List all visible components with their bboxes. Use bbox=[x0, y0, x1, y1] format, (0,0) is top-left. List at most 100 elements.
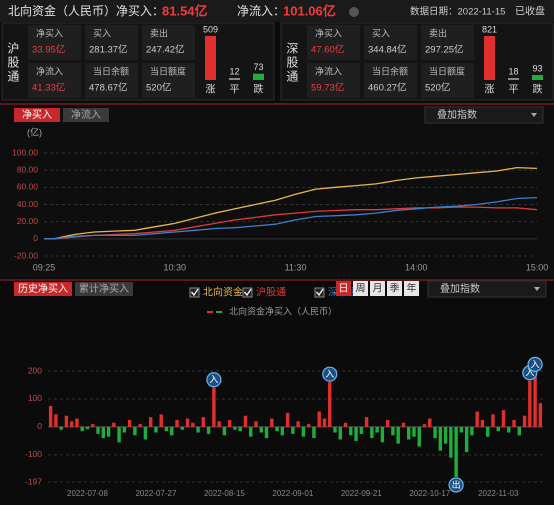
bar bbox=[91, 424, 95, 427]
overlay-label: 叠加指数 bbox=[440, 282, 480, 295]
bar bbox=[317, 411, 321, 427]
y-tick-label: -20.00 bbox=[14, 250, 38, 260]
bar bbox=[48, 405, 53, 427]
bar bbox=[59, 426, 63, 430]
annotation-label: 入 bbox=[525, 368, 534, 378]
tab-label: 净买入 bbox=[22, 108, 52, 121]
bar bbox=[480, 419, 485, 427]
period-button[interactable] bbox=[353, 281, 368, 296]
breadth-bar bbox=[229, 78, 240, 80]
bar bbox=[249, 426, 253, 437]
market-status: 已收盘 bbox=[515, 5, 545, 18]
stat-label: 当日额度 bbox=[150, 65, 186, 76]
legend-checkbox[interactable] bbox=[242, 287, 253, 298]
period-button[interactable] bbox=[370, 281, 385, 296]
period-button[interactable] bbox=[387, 281, 402, 296]
bar bbox=[407, 426, 411, 440]
x-tick-label: 11:30 bbox=[285, 262, 307, 272]
legend-checkbox[interactable] bbox=[314, 287, 325, 298]
tab[interactable] bbox=[14, 282, 72, 296]
bar bbox=[101, 426, 105, 439]
breadth-label: 跌 bbox=[533, 83, 543, 96]
bar bbox=[417, 426, 421, 447]
stat-label: 当日额度 bbox=[429, 65, 465, 76]
bar bbox=[112, 422, 116, 427]
bar bbox=[491, 414, 495, 427]
annotation-label: 入 bbox=[209, 375, 218, 385]
unit-label: (亿) bbox=[27, 126, 42, 137]
bar bbox=[438, 426, 443, 451]
bar bbox=[191, 422, 195, 427]
series-line bbox=[44, 196, 538, 240]
stat-label: 净流入 bbox=[36, 65, 63, 76]
tab[interactable] bbox=[63, 108, 109, 122]
bar bbox=[106, 426, 111, 437]
stat-value: 41.33亿 bbox=[32, 82, 65, 94]
annotation-badge[interactable] bbox=[448, 477, 464, 493]
bar bbox=[375, 426, 379, 433]
x-tick-label: 2022-07-27 bbox=[135, 489, 176, 498]
bar bbox=[359, 426, 364, 434]
tab[interactable] bbox=[14, 108, 60, 122]
stat-cell bbox=[28, 63, 81, 98]
stat-label: 净买入 bbox=[315, 27, 342, 38]
period-button[interactable] bbox=[404, 281, 419, 296]
x-tick-label: 2022-11-03 bbox=[478, 489, 519, 498]
bar bbox=[454, 426, 458, 477]
tab-label: 历史净买入 bbox=[18, 282, 68, 295]
bar bbox=[238, 426, 242, 432]
dropdown-arrow bbox=[534, 287, 540, 291]
stat-label: 买入 bbox=[93, 28, 111, 38]
market-name: 沪股通 bbox=[6, 42, 20, 84]
bar bbox=[528, 380, 532, 427]
bar bbox=[138, 424, 142, 427]
bar bbox=[306, 424, 311, 427]
stat-cell bbox=[364, 63, 417, 98]
breadth-bar bbox=[508, 78, 519, 80]
stat-value: 247.42亿 bbox=[146, 44, 185, 56]
x-tick-label: 10:30 bbox=[164, 262, 187, 272]
annotation-badge[interactable] bbox=[206, 372, 222, 388]
bar bbox=[196, 426, 200, 433]
bar bbox=[391, 426, 395, 436]
bar bbox=[206, 426, 211, 434]
y-tick-label: 60.00 bbox=[17, 182, 39, 192]
period-button[interactable] bbox=[336, 281, 351, 296]
stat-value: 344.84亿 bbox=[368, 44, 407, 56]
stat-value: 460.27亿 bbox=[368, 82, 407, 94]
bar bbox=[154, 426, 158, 433]
y-tick-label: -197 bbox=[25, 476, 42, 486]
y-tick-label: 0 bbox=[33, 233, 38, 243]
bar bbox=[180, 426, 184, 430]
help-icon[interactable] bbox=[349, 7, 359, 17]
data-date: 数据日期：2022-11-15 bbox=[410, 6, 505, 18]
tab[interactable] bbox=[75, 282, 133, 296]
bar bbox=[364, 417, 369, 427]
bar bbox=[380, 426, 385, 443]
annotation-badge[interactable] bbox=[527, 356, 543, 372]
x-tick-label: 09:25 bbox=[33, 262, 56, 272]
period-label: 季 bbox=[390, 283, 400, 295]
bar bbox=[148, 417, 153, 427]
bar bbox=[280, 426, 285, 436]
overlay-dropdown[interactable] bbox=[427, 280, 547, 298]
header-bar bbox=[0, 0, 554, 22]
legend-label: 北向资金净买入（人民币） bbox=[229, 305, 337, 316]
net-buy-label: 净买入： bbox=[116, 4, 164, 18]
legend-checkbox[interactable] bbox=[189, 287, 200, 298]
bar bbox=[349, 426, 353, 436]
stat-cell bbox=[421, 25, 474, 60]
stat-cell bbox=[28, 25, 81, 60]
net-inflow-value: 101.06亿 bbox=[283, 3, 336, 18]
stat-cell bbox=[85, 25, 138, 60]
dropdown-arrow bbox=[531, 113, 537, 117]
stat-value: 520亿 bbox=[146, 82, 171, 94]
overlay-dropdown[interactable] bbox=[424, 106, 544, 124]
bar bbox=[96, 426, 100, 434]
bar bbox=[133, 426, 137, 436]
annotation-badge[interactable] bbox=[322, 366, 338, 382]
bar bbox=[54, 414, 58, 427]
y-tick-label: 80.00 bbox=[17, 164, 39, 174]
legend-check bbox=[315, 288, 324, 297]
